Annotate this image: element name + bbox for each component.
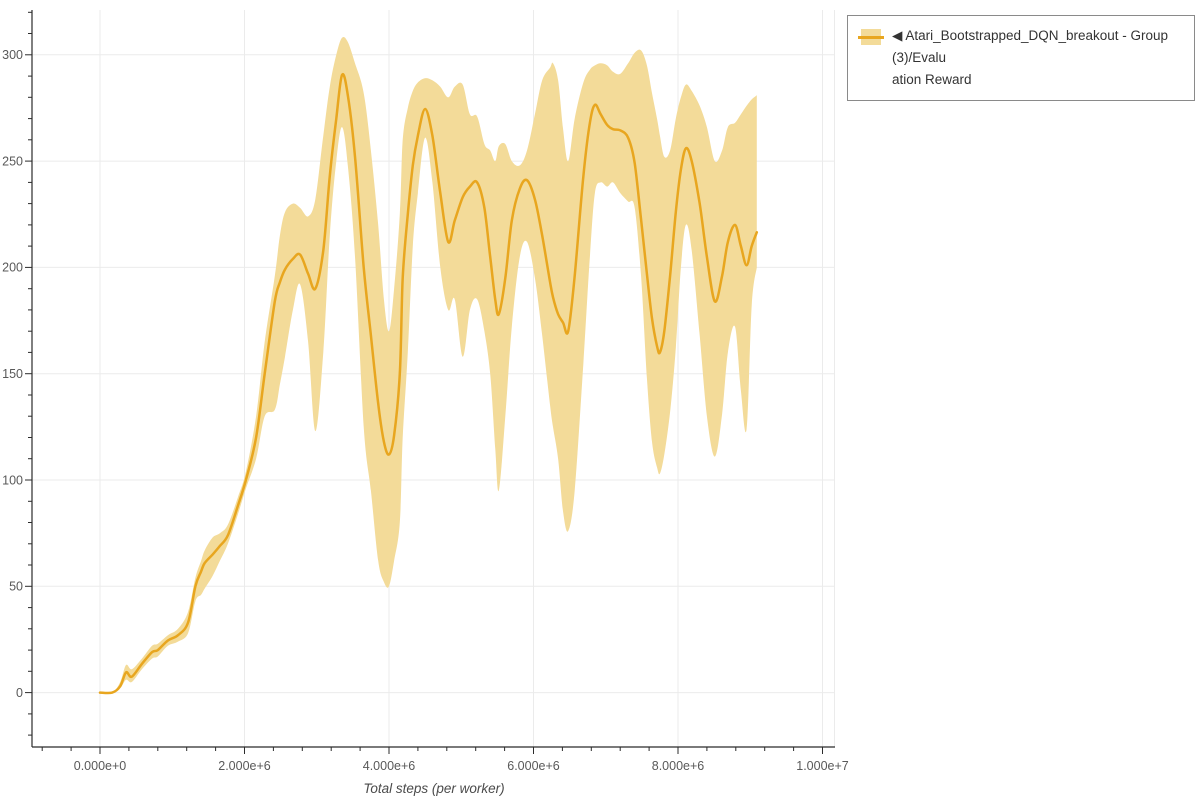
x-tick-label: 4.000e+6 <box>363 759 416 773</box>
legend-item[interactable]: ◀ Atari_Bootstrapped_DQN_breakout - Grou… <box>858 25 1182 91</box>
legend-label: ◀ Atari_Bootstrapped_DQN_breakout - Grou… <box>892 25 1182 91</box>
legend-label-line1: Atari_Bootstrapped_DQN_breakout - Group(… <box>892 28 1169 65</box>
legend-label-line2: ation Reward <box>892 72 972 87</box>
y-tick-label: 100 <box>2 473 23 487</box>
y-tick-label: 250 <box>2 154 23 168</box>
y-tick-label: 50 <box>9 580 23 594</box>
legend: ◀ Atari_Bootstrapped_DQN_breakout - Grou… <box>847 15 1195 101</box>
y-tick-label: 200 <box>2 261 23 275</box>
x-axis: 0.000e+0 2.000e+6 4.000e+6 6.000e+6 8.000e+6… <box>32 746 849 773</box>
x-tick-label: 0.000e+0 <box>74 759 127 773</box>
y-tick-label: 0 <box>16 686 23 700</box>
series-line <box>98 72 759 695</box>
confidence-band <box>100 36 757 694</box>
x-axis-label: Total steps (per worker) <box>363 781 504 796</box>
y-tick-label: 300 <box>2 48 23 62</box>
line-swatch <box>858 35 884 39</box>
x-tick-label: 1.000e+7 <box>796 759 849 773</box>
x-tick-label: 2.000e+6 <box>218 759 271 773</box>
x-tick-label: 6.000e+6 <box>507 759 560 773</box>
series-swatch-icon <box>858 28 884 46</box>
reward-line <box>98 72 759 695</box>
y-axis: 0 50 100 150 200 250 300 <box>2 10 33 747</box>
x-tick-label: 8.000e+6 <box>652 759 705 773</box>
series-band <box>100 36 757 694</box>
y-tick-label: 150 <box>2 367 23 381</box>
collapse-triangle-icon: ◀ <box>892 28 903 43</box>
